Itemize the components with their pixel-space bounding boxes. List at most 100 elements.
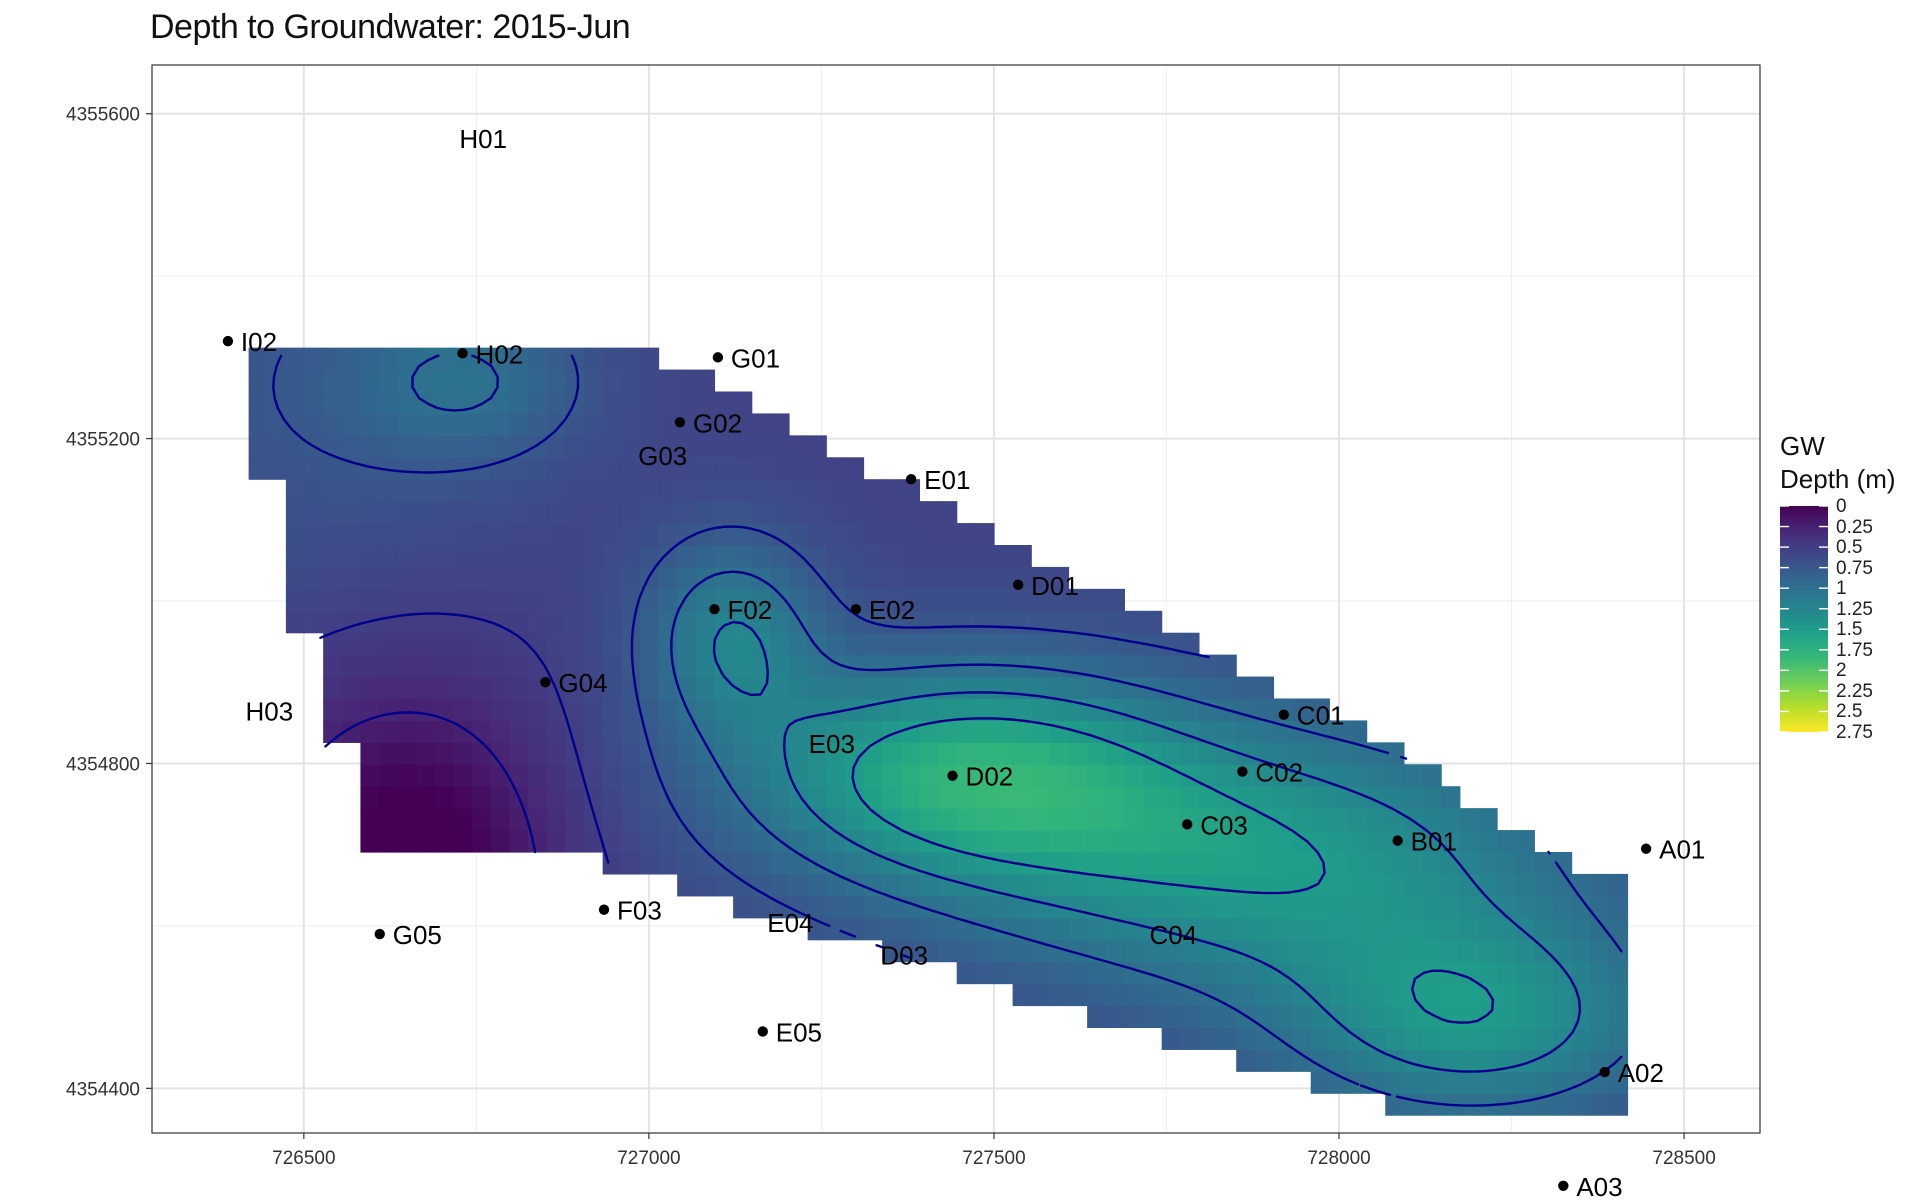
raster-cell [1087,873,1107,897]
raster-cell [863,917,883,941]
raster-cell [584,786,604,809]
raster-cell [1217,1027,1237,1050]
raster-cell [1180,742,1200,765]
raster-cell [1459,917,1480,941]
raster-cell [993,742,1014,765]
raster-cell [546,808,566,831]
raster-cell [453,457,473,480]
raster-cell [1124,786,1144,809]
raster-cell [695,654,716,678]
raster-cell [602,347,622,371]
raster-cell [714,544,734,568]
raster-cell [304,610,324,634]
raster-cell [584,676,604,700]
raster-cell [528,347,548,371]
raster-cell [602,566,622,590]
raster-cell [341,654,362,678]
raster-cell [416,413,436,436]
raster-cell [1143,808,1163,831]
raster-cell [1198,1027,1219,1050]
raster-cell [1366,851,1386,875]
raster-cell [1180,1027,1200,1050]
raster-cell [975,961,995,985]
raster-cell [1478,808,1498,831]
raster-cell [1161,1005,1181,1029]
raster-cell [975,764,995,787]
raster-cell [1292,939,1312,963]
raster-cell [751,786,771,809]
raster-cell [1329,1005,1349,1029]
raster-cell [1031,895,1051,919]
raster-cell [956,830,976,853]
raster-cell [751,501,771,524]
raster-cell [1478,939,1498,963]
raster-cell [1105,632,1125,656]
raster-cell [602,610,622,634]
raster-cell [993,830,1014,853]
raster-cell [1254,961,1275,985]
raster-cell [1254,939,1275,963]
raster-cell [434,654,455,678]
raster-cell [639,654,660,678]
raster-cell [1608,1093,1629,1116]
raster-cell [1031,917,1051,941]
raster-cell [677,676,697,700]
raster-cell [1310,1049,1330,1072]
chart-title: Depth to Groundwater: 2015-Jun [150,8,631,46]
raster-cell [1087,698,1107,722]
raster-cell [993,939,1014,963]
raster-cell [565,479,585,502]
raster-cell [695,369,716,393]
raster-cell [1422,851,1442,875]
raster-cell [1124,808,1144,831]
raster-cell [1273,983,1293,1007]
well-label: A01 [1659,835,1705,865]
raster-cell [900,720,921,743]
raster-cell [565,786,585,809]
raster-cell [695,523,716,546]
raster-cell [304,544,324,568]
raster-cell [397,786,417,809]
raster-cell [434,632,455,656]
raster-cell [826,566,846,590]
raster-cell [285,610,306,634]
well-label: D01 [1031,571,1079,601]
raster-cell [1422,786,1442,809]
raster-cell [360,369,380,393]
raster-cell [733,742,753,765]
raster-cell [788,786,809,809]
raster-cell [1385,1093,1405,1116]
raster-cell [1198,720,1219,743]
raster-cell [1105,873,1125,897]
raster-cell [807,632,827,656]
raster-cell [993,632,1014,656]
raster-cell [807,830,827,853]
raster-cell [1068,961,1088,985]
legend-label: 0 [1836,496,1847,517]
raster-cell [1068,808,1088,831]
raster-cell [248,435,268,458]
raster-cell [1012,632,1032,656]
raster-cell [304,457,324,480]
raster-cell [1571,1049,1591,1072]
raster-cell [509,369,529,393]
raster-cell [975,808,995,831]
raster-cell [863,786,883,809]
raster-cell [1515,917,1535,941]
raster-cell [956,566,976,590]
well-label: H03 [245,697,293,727]
raster-cell [434,808,455,831]
raster-cell [1347,895,1368,919]
raster-cell [1217,917,1237,941]
raster-cell [882,764,902,787]
raster-cell [602,544,622,568]
raster-cell [826,457,846,480]
well-point [598,904,610,915]
raster-cell [639,830,660,853]
raster-cell [1422,1093,1442,1116]
raster-cell [1478,851,1498,875]
raster-cell [788,654,809,678]
raster-cell [919,851,939,875]
raster-cell [956,523,976,546]
raster-cell [453,588,473,612]
